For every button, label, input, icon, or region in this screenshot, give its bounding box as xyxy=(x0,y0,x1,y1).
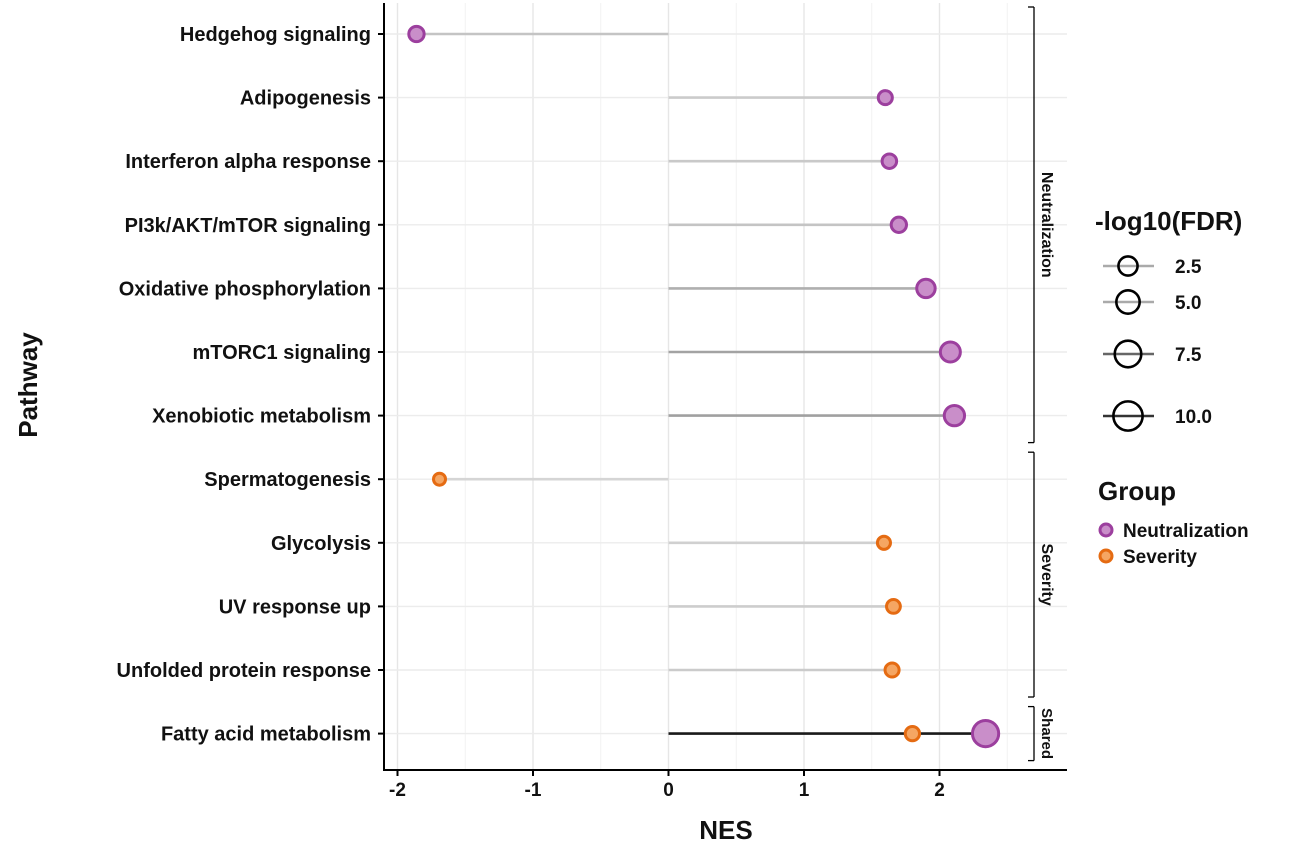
y-tick-label: Glycolysis xyxy=(271,533,371,555)
y-tick-label: Hedgehog signaling xyxy=(180,24,371,46)
lollipop-stems xyxy=(416,32,986,735)
axes: Hedgehog signaling Adipogenesis Interferon… xyxy=(117,3,1067,801)
point-neutralization-xenobiotic-metabolism xyxy=(942,403,967,428)
y-tick-label: Fatty acid metabolism xyxy=(161,724,371,746)
x-tick-label: -1 xyxy=(525,780,542,801)
point-neutralization-mtorc1-signaling xyxy=(938,340,962,364)
size-legend-key-circle xyxy=(1113,339,1143,369)
size-legend-label: 7.5 xyxy=(1175,345,1202,366)
size-legend-label: 2.5 xyxy=(1175,257,1202,278)
color-legend-label: Severity xyxy=(1123,547,1197,568)
y-tick-label: Interferon alpha response xyxy=(125,151,371,173)
facet-label-neutralization: Neutralization xyxy=(1038,172,1055,278)
point-severity-spermatogenesis xyxy=(431,471,448,487)
x-tick-label: 0 xyxy=(663,780,674,801)
size-legend-key-circle xyxy=(1115,289,1141,315)
legends: -log10(FDR) 2.5 5.0 7.5 10.0 Group Neutralizat… xyxy=(1095,206,1249,568)
point-severity-fatty-acid-metabolism xyxy=(903,724,922,743)
data-points xyxy=(407,24,1001,749)
point-severity-unfolded-protein-response xyxy=(883,661,901,679)
y-tick-label: PI3k/AKT/mTOR signaling xyxy=(125,215,371,237)
point-neutralization-hedgehog-signaling xyxy=(407,24,426,44)
point-severity-glycolysis xyxy=(875,534,892,551)
gridlines xyxy=(384,3,1067,770)
x-tick-label: 2 xyxy=(934,780,945,801)
y-tick-label: Xenobiotic metabolism xyxy=(152,406,371,428)
y-tick-label: Unfolded protein response xyxy=(117,660,371,682)
y-tick-label: Spermatogenesis xyxy=(204,469,371,491)
y-tick-label: Oxidative phosphorylation xyxy=(119,278,371,300)
y-tick-label: Adipogenesis xyxy=(240,88,371,110)
point-neutralization-fatty-acid-metabolism xyxy=(970,718,1001,749)
y-tick-label: mTORC1 signaling xyxy=(192,342,371,364)
size-legend-key-circle xyxy=(1117,255,1139,277)
y-axis-title: Pathway xyxy=(13,332,43,438)
size-legend-label: 10.0 xyxy=(1175,407,1212,428)
x-tick-label: 1 xyxy=(799,780,810,801)
facet-label-shared: Shared xyxy=(1038,708,1055,759)
point-neutralization-oxidative-phosphorylation xyxy=(915,277,937,300)
size-legend-title: -log10(FDR) xyxy=(1095,206,1242,236)
facet-label-severity: Severity xyxy=(1038,543,1055,605)
color-legend-key-severity xyxy=(1098,548,1114,564)
y-tick-label: UV response up xyxy=(219,596,371,618)
x-tick-label: -2 xyxy=(389,780,406,801)
point-neutralization-pi3k-akt-mtor-signaling xyxy=(889,215,909,234)
point-neutralization-interferon-alpha-response xyxy=(880,152,899,170)
size-legend-key-circle xyxy=(1112,400,1144,432)
point-severity-uv-response-up xyxy=(885,597,902,615)
x-axis-title: NES xyxy=(699,815,752,845)
point-neutralization-adipogenesis xyxy=(876,89,894,107)
color-legend-key-neutralization xyxy=(1098,522,1114,538)
facet-strips: Neutralization Severity Shared xyxy=(1028,6,1055,762)
size-legend-label: 5.0 xyxy=(1175,293,1201,314)
color-legend-label: Neutralization xyxy=(1123,521,1249,542)
color-legend-title: Group xyxy=(1098,476,1176,506)
